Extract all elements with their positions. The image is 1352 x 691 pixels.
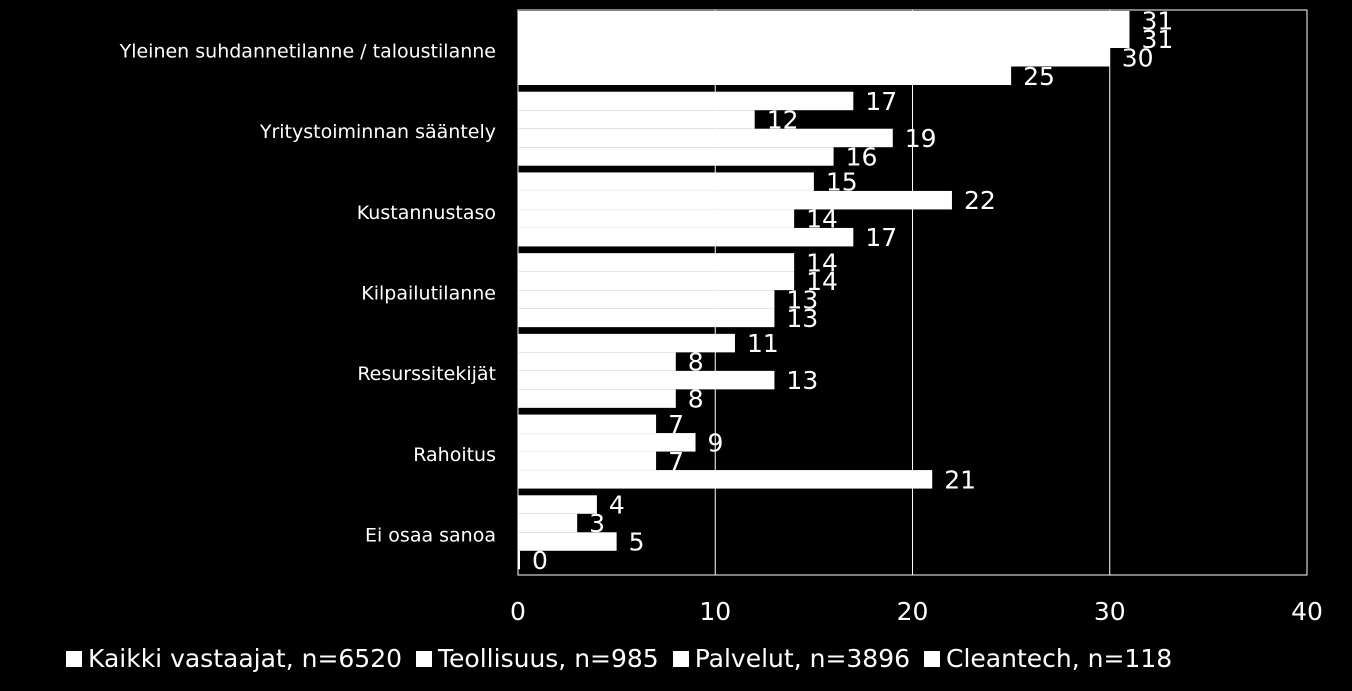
category-label: Kustannustaso: [357, 202, 496, 224]
bar: [518, 414, 657, 434]
x-tick-label: 10: [699, 597, 731, 626]
legend-swatch-teollisuus: [416, 650, 433, 667]
data-label: 14: [806, 248, 838, 277]
legend-swatch-palvelut: [672, 650, 689, 667]
data-label: 14: [806, 267, 838, 296]
legend-label-cleantech: Cleantech, n=118: [946, 644, 1173, 673]
data-label: 7: [668, 447, 684, 476]
data-label: 25: [1023, 62, 1055, 91]
data-label: 5: [629, 528, 645, 557]
bar: [518, 29, 1130, 48]
data-label: 16: [846, 142, 878, 171]
data-label: 8: [688, 348, 704, 377]
data-label: 7: [668, 410, 684, 439]
legend-swatch-cleantech: [924, 650, 941, 667]
category-label: Ei osaa sanoa: [365, 525, 496, 547]
bar: [518, 513, 578, 533]
data-label: 8: [688, 385, 704, 414]
category-label: Kilpailutilanne: [361, 283, 496, 305]
bar: [518, 128, 893, 148]
bar: [518, 451, 657, 471]
bar: [518, 470, 933, 489]
legend-label-palvelut: Palvelut, n=3896: [694, 644, 911, 673]
bar: [518, 333, 735, 353]
legend-item-kaikki: Kaikki vastaajat, n=6520: [66, 644, 402, 673]
data-label: 13: [786, 366, 818, 395]
data-label: 17: [865, 223, 897, 252]
bar: [518, 389, 676, 408]
data-label: 31: [1141, 25, 1173, 54]
bar: [518, 91, 854, 111]
data-label: 13: [786, 285, 818, 314]
bar: [518, 370, 775, 390]
data-label: 19: [905, 124, 937, 153]
legend-item-palvelut: Palvelut, n=3896: [672, 644, 911, 673]
bar: [518, 308, 775, 328]
category-label: Resurssitekijät: [357, 363, 496, 385]
data-label: 9: [708, 428, 724, 457]
bar: [518, 147, 834, 166]
bar: [518, 495, 597, 514]
x-tick-label: 40: [1291, 597, 1323, 626]
data-label: 21: [944, 465, 976, 494]
category-label: Rahoitus: [413, 444, 496, 466]
bar: [518, 550, 520, 570]
bar: [518, 11, 1130, 30]
bar: [518, 209, 795, 228]
bar: [518, 110, 755, 129]
data-label: 11: [747, 329, 779, 358]
bar: [518, 66, 1012, 85]
data-label: 13: [786, 304, 818, 333]
bar: [518, 172, 814, 191]
data-label: 3: [589, 509, 605, 538]
data-label: 30: [1122, 43, 1154, 72]
x-tick-label: 30: [1094, 597, 1126, 626]
data-label: 4: [609, 491, 625, 520]
category-label: Yleinen suhdannetilanne / taloustilanne: [119, 40, 496, 62]
x-tick-label: 20: [897, 597, 929, 626]
data-label: 31: [1141, 6, 1173, 35]
bar: [518, 227, 854, 247]
data-label: 22: [964, 186, 996, 215]
category-label: Yritystoiminnan sääntely: [259, 121, 496, 143]
x-tick-label: 0: [510, 597, 526, 626]
bar: [518, 253, 795, 272]
data-label: 17: [865, 87, 897, 116]
bar: [518, 290, 775, 309]
legend-item-teollisuus: Teollisuus, n=985: [416, 644, 659, 673]
bar: [518, 532, 617, 551]
legend: Kaikki vastaajat, n=6520 Teollisuus, n=9…: [66, 644, 1186, 673]
bar: [518, 352, 676, 371]
bar: [518, 271, 795, 291]
legend-swatch-kaikki: [66, 650, 82, 667]
legend-label-kaikki: Kaikki vastaajat, n=6520: [88, 644, 403, 673]
bar: [518, 48, 1110, 67]
data-label: 0: [532, 546, 548, 575]
bar: [518, 190, 952, 210]
bar: [518, 433, 696, 452]
legend-label-teollisuus: Teollisuus, n=985: [438, 644, 659, 673]
legend-item-cleantech: Cleantech, n=118: [924, 644, 1172, 673]
